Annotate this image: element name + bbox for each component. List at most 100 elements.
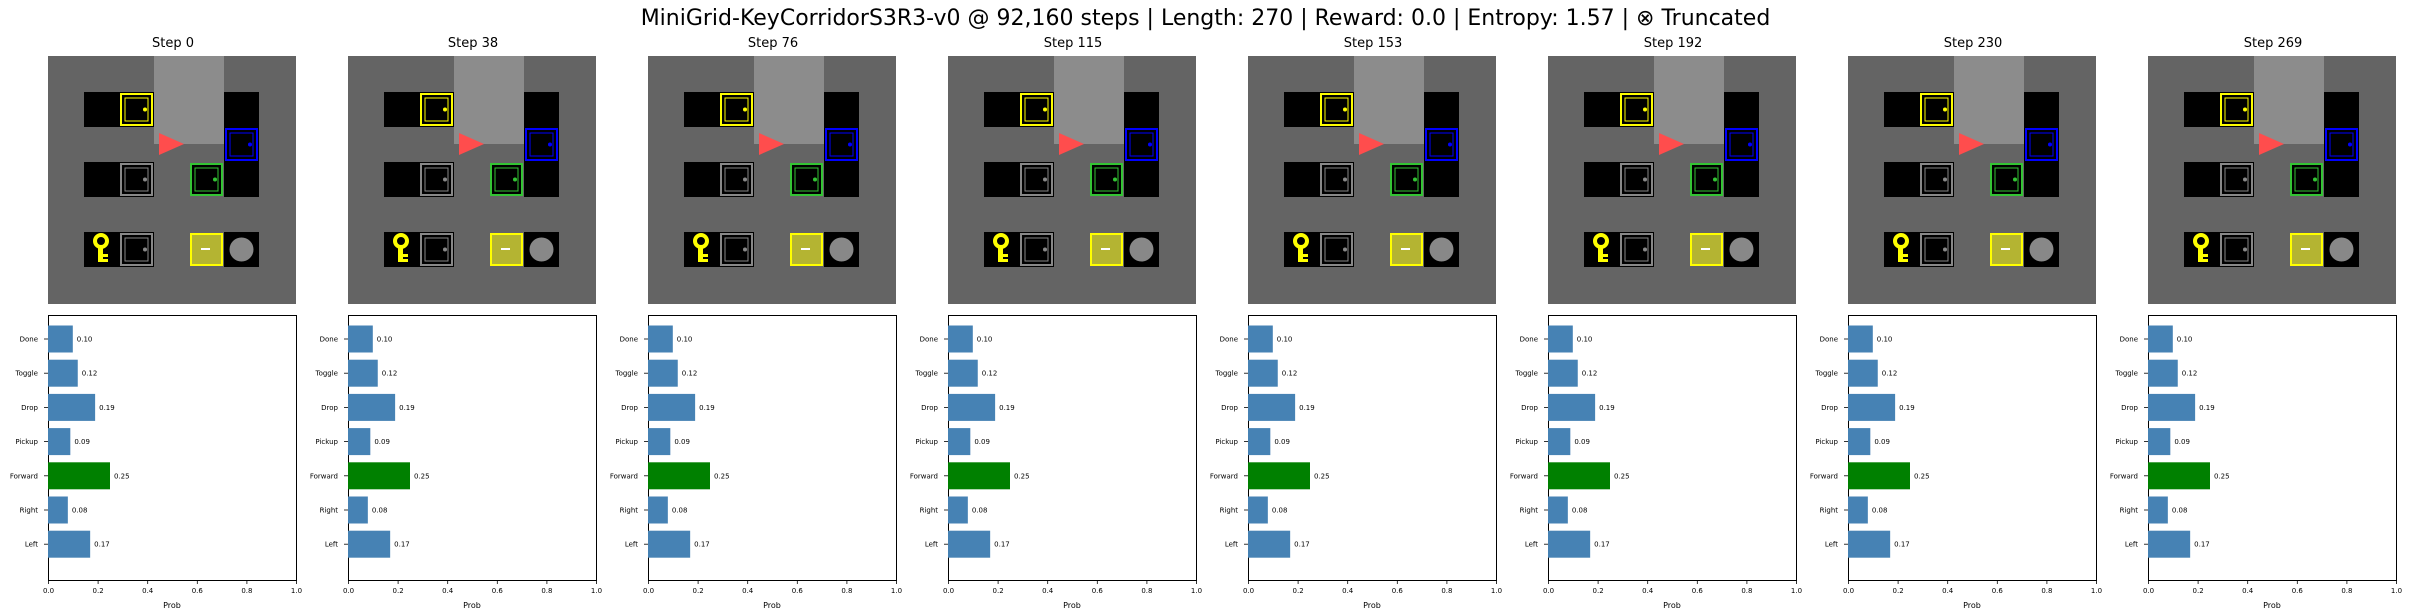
bar-value-label: 0.09 (1274, 438, 1290, 446)
wall-block (1424, 162, 1459, 197)
minigrid-frame (2148, 56, 2396, 304)
door-icon (1020, 163, 1053, 196)
y-tick-label: Pickup (1515, 438, 1538, 446)
x-tick-label: 0.2 (1893, 587, 1904, 595)
x-tick-label: 0.2 (993, 587, 1004, 595)
bar-toggle (1248, 359, 1278, 387)
y-tick-label: Left (925, 541, 938, 549)
panel-step-title: Step 230 (1943, 36, 2003, 51)
agent-triangle-icon (2259, 133, 2284, 155)
corridor-highlight (754, 56, 824, 144)
bar-right (948, 496, 968, 524)
bar-pickup (1848, 428, 1871, 456)
bar-value-label: 0.25 (2214, 472, 2230, 480)
y-tick-label: Drop (21, 404, 38, 412)
bar-value-label: 0.09 (974, 438, 990, 446)
bar-value-label: 0.12 (1882, 370, 1898, 378)
door-icon (1920, 163, 1953, 196)
door-icon (1620, 233, 1653, 266)
x-tick-label: 0.4 (1642, 587, 1654, 595)
wall-block (984, 162, 1019, 197)
y-tick-label: Right (1220, 507, 1239, 515)
bar-forward (1248, 462, 1310, 490)
x-tick-label: 0.2 (1293, 587, 1304, 595)
x-tick-label: 0.0 (2143, 587, 2154, 595)
x-tick-label: 1.0 (891, 587, 902, 595)
wall-block (824, 92, 859, 127)
wall-block (224, 162, 259, 197)
panel-step-title: Step 269 (2243, 36, 2303, 51)
y-tick-label: Left (325, 541, 338, 549)
y-tick-label: Done (1220, 336, 1238, 344)
minigrid-frame (648, 56, 896, 304)
y-tick-label: Pickup (315, 438, 338, 446)
y-tick-label: Pickup (615, 438, 638, 446)
action-prob-chart: 0.10 Done 0.12 Toggle 0.19 Drop 0.09 Pickup 0.25… (10, 315, 302, 610)
action-prob-chart: 0.10 Done 0.12 Toggle 0.19 Drop 0.09 Pickup 0.25… (910, 315, 1202, 610)
x-tick-label: 1.0 (1791, 587, 1802, 595)
wall-block (2184, 162, 2219, 197)
bar-left (48, 530, 91, 558)
bar-left (1848, 530, 1891, 558)
bar-value-label: 0.25 (1914, 472, 1930, 480)
x-tick-label: 0.2 (2193, 587, 2204, 595)
bar-value-label: 0.25 (1314, 472, 1330, 480)
x-tick-label: 0.4 (1342, 587, 1354, 595)
bar-value-label: 0.09 (1574, 438, 1590, 446)
door-icon (2325, 128, 2358, 161)
corridor-highlight (1954, 56, 2024, 144)
bar-value-label: 0.12 (382, 370, 398, 378)
x-tick-label: 1.0 (2091, 587, 2102, 595)
bar-value-label: 0.10 (1877, 336, 1893, 344)
agent-triangle-icon (1359, 133, 1384, 155)
x-tick-label: 0.0 (1543, 587, 1554, 595)
x-tick-label: 0.6 (192, 587, 204, 595)
door-icon (225, 128, 258, 161)
x-tick-label: 1.0 (591, 587, 602, 595)
episode-panel: Step 0 0.10 Done 0.12 Toggle 0.19 Drop 0.09 Pick… (10, 0, 302, 611)
bar-right (1248, 496, 1268, 524)
y-tick-label: Pickup (1215, 438, 1238, 446)
bar-left (2148, 530, 2191, 558)
bar-done (348, 325, 373, 353)
x-tick-label: 0.2 (1593, 587, 1604, 595)
bar-value-label: 0.10 (977, 336, 993, 344)
episode-panel: Step 192 0.10 Done 0.12 Toggle 0.19 Drop 0.09 Pi… (1510, 0, 1802, 611)
bar-done (648, 325, 673, 353)
wall-block (84, 92, 119, 127)
figure-title: MiniGrid-KeyCorridorS3R3-v0 @ 92,160 ste… (640, 6, 1771, 31)
bar-forward (2148, 462, 2210, 490)
bar-forward (348, 462, 410, 490)
key-icon (693, 233, 709, 262)
bar-right (348, 496, 368, 524)
wall-block (824, 162, 859, 197)
bar-right (1548, 496, 1568, 524)
door-icon (1020, 233, 1053, 266)
agent-triangle-icon (1959, 133, 1984, 155)
wall-block (1724, 92, 1759, 127)
bar-value-label: 0.25 (1014, 472, 1030, 480)
y-tick-label: Done (1520, 336, 1538, 344)
bar-value-label: 0.17 (1294, 541, 1310, 549)
y-tick-label: Drop (1821, 404, 1838, 412)
bar-left (348, 530, 391, 558)
panel-step-title: Step 0 (151, 36, 194, 51)
bar-value-label: 0.08 (372, 507, 388, 515)
x-tick-label: 0.0 (1843, 587, 1854, 595)
bar-value-label: 0.08 (72, 507, 88, 515)
bar-value-label: 0.10 (2177, 336, 2193, 344)
door-icon (1620, 93, 1653, 126)
door-icon (420, 163, 453, 196)
wall-block (984, 92, 1019, 127)
y-tick-label: Drop (321, 404, 338, 412)
x-tick-label: 0.4 (1942, 587, 1954, 595)
door-icon (1320, 233, 1353, 266)
agent-triangle-icon (1059, 133, 1084, 155)
corridor-highlight (454, 56, 524, 144)
bar-forward (948, 462, 1010, 490)
bar-value-label: 0.25 (414, 472, 430, 480)
y-tick-label: Drop (2121, 404, 2138, 412)
bar-value-label: 0.17 (1594, 541, 1610, 549)
bar-value-label: 0.19 (699, 404, 715, 412)
door-icon (1920, 233, 1953, 266)
